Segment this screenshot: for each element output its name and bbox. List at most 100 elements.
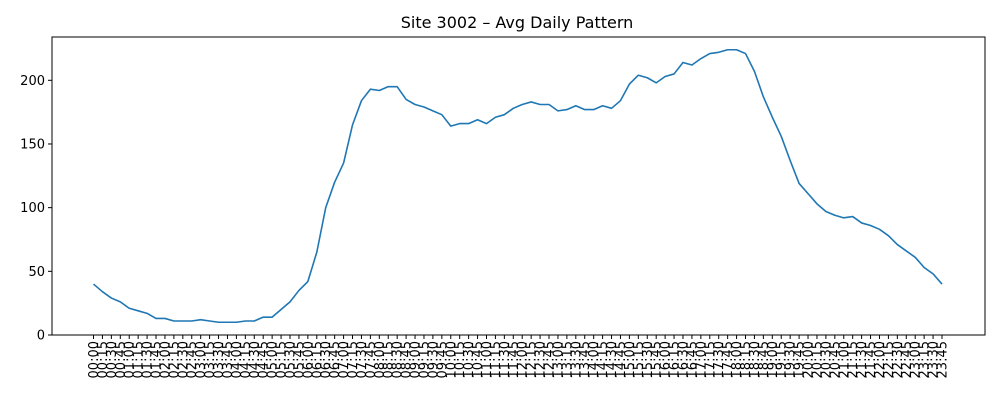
- x-tick-label: 05:45: [292, 341, 307, 378]
- x-tick-label: 18:00: [730, 341, 745, 378]
- x-tick-label: 20:30: [819, 341, 834, 378]
- x-tick-label: 23:15: [918, 341, 933, 378]
- x-tick-label: 02:45: [185, 341, 200, 378]
- x-tick-label: 00:45: [114, 341, 129, 378]
- x-tick-label: 12:30: [534, 341, 549, 378]
- axes-frame: [51, 36, 986, 336]
- x-tick-label: 02:30: [176, 341, 191, 378]
- x-tick-label: 07:45: [364, 341, 379, 378]
- x-tick-label: 17:45: [721, 341, 736, 378]
- x-tick-label: 18:45: [757, 341, 772, 378]
- x-tick-label: 08:00: [373, 341, 388, 378]
- x-tick-label: 05:00: [266, 341, 281, 378]
- x-tick-label: 07:30: [355, 341, 370, 378]
- x-tick-label: 15:00: [623, 341, 638, 378]
- x-tick-label: 20:15: [810, 341, 825, 378]
- x-tick-label: 01:45: [150, 341, 165, 378]
- x-tick-label: 19:15: [775, 341, 790, 378]
- x-tick-label: 14:45: [614, 341, 629, 378]
- x-tick-label: 16:15: [668, 341, 683, 378]
- x-tick-label: 16:45: [685, 341, 700, 378]
- x-tick-label: 07:15: [346, 341, 361, 378]
- y-tick-label: 150: [20, 137, 45, 152]
- x-tick-label: 11:15: [489, 341, 504, 378]
- x-tick-label: 04:15: [239, 341, 254, 378]
- x-tick-label: 10:15: [453, 341, 468, 378]
- x-tick-label: 03:30: [212, 341, 227, 378]
- x-tick-label: 03:45: [221, 341, 236, 378]
- x-tick-label: 13:15: [560, 341, 575, 378]
- x-tick-label: 13:00: [551, 341, 566, 378]
- x-tick-label: 16:00: [659, 341, 674, 378]
- x-tick-label: 19:45: [793, 341, 808, 378]
- x-tick-label: 21:15: [846, 341, 861, 378]
- x-tick-label: 09:45: [435, 341, 450, 378]
- x-tick-label: 10:30: [462, 341, 477, 378]
- x-tick-label: 03:00: [194, 341, 209, 378]
- x-tick-label: 05:30: [283, 341, 298, 378]
- y-tick-label: 0: [37, 329, 45, 344]
- x-tick-label: 11:30: [498, 341, 513, 378]
- x-tick-label: 08:15: [382, 341, 397, 378]
- x-tick-label: 01:15: [132, 341, 147, 378]
- x-tick-label: 15:15: [632, 341, 647, 378]
- x-tick-label: 20:45: [828, 341, 843, 378]
- chart-title: Site 3002 – Avg Daily Pattern: [401, 13, 634, 32]
- x-tick-label: 17:30: [712, 341, 727, 378]
- x-tick-label: 21:30: [855, 341, 870, 378]
- x-tick-label: 03:15: [203, 341, 218, 378]
- x-tick-label: 22:00: [873, 341, 888, 378]
- x-tick-label: 07:00: [337, 341, 352, 378]
- x-tick-label: 12:15: [525, 341, 540, 378]
- x-tick-label: 08:45: [400, 341, 415, 378]
- x-tick-label: 01:30: [141, 341, 156, 378]
- x-tick-label: 17:00: [694, 341, 709, 378]
- x-tick-label: 18:30: [748, 341, 763, 378]
- x-tick-label: 11:45: [507, 341, 522, 378]
- x-tick-label: 05:15: [275, 341, 290, 378]
- x-tick-label: 22:30: [891, 341, 906, 378]
- x-tick-label: 11:00: [480, 341, 495, 378]
- x-tick-label: 02:15: [167, 341, 182, 378]
- x-tick-label: 02:00: [158, 341, 173, 378]
- x-tick-label: 14:00: [587, 341, 602, 378]
- x-tick-label: 12:45: [543, 341, 558, 378]
- x-tick-label: 08:30: [391, 341, 406, 378]
- x-tick-label: 18:15: [739, 341, 754, 378]
- x-tick-label: 00:30: [105, 341, 120, 378]
- x-tick-label: 21:45: [864, 341, 879, 378]
- x-tick-label: 19:00: [766, 341, 781, 378]
- x-tick-label: 13:30: [569, 341, 584, 378]
- x-tick-label: 14:15: [596, 341, 611, 378]
- x-tick-label: 13:45: [578, 341, 593, 378]
- x-tick-label: 04:00: [230, 341, 245, 378]
- x-tick-label: 10:00: [444, 341, 459, 378]
- y-tick-label: 200: [20, 74, 45, 89]
- x-tick-label: 06:30: [319, 341, 334, 378]
- x-tick-label: 22:45: [900, 341, 915, 378]
- y-tick-label: 50: [28, 265, 45, 280]
- x-tick-label: 04:45: [257, 341, 272, 378]
- x-tick-label: 14:30: [605, 341, 620, 378]
- x-tick-label: 06:15: [310, 341, 325, 378]
- x-tick-label: 23:30: [927, 341, 942, 378]
- x-tick-label: 09:30: [426, 341, 441, 378]
- x-tick-label: 06:45: [328, 341, 343, 378]
- x-tick-label: 09:15: [417, 341, 432, 378]
- x-tick-label: 20:00: [802, 341, 817, 378]
- x-tick-label: 17:15: [703, 341, 718, 378]
- x-tick-label: 10:45: [471, 341, 486, 378]
- x-tick-label: 22:15: [882, 341, 897, 378]
- x-tick-label: 01:00: [123, 341, 138, 378]
- x-tick-label: 15:30: [641, 341, 656, 378]
- x-tick-label: 12:00: [516, 341, 531, 378]
- plot-area: 05010015020000:0000:1500:3000:4501:0001:…: [20, 36, 986, 378]
- x-tick-label: 00:15: [96, 341, 111, 378]
- x-tick-label: 04:30: [248, 341, 263, 378]
- x-tick-label: 09:00: [409, 341, 424, 378]
- x-tick-label: 21:00: [837, 341, 852, 378]
- x-tick-label: 23:45: [936, 341, 951, 378]
- x-tick-label: 06:00: [301, 341, 316, 378]
- x-tick-label: 16:30: [676, 341, 691, 378]
